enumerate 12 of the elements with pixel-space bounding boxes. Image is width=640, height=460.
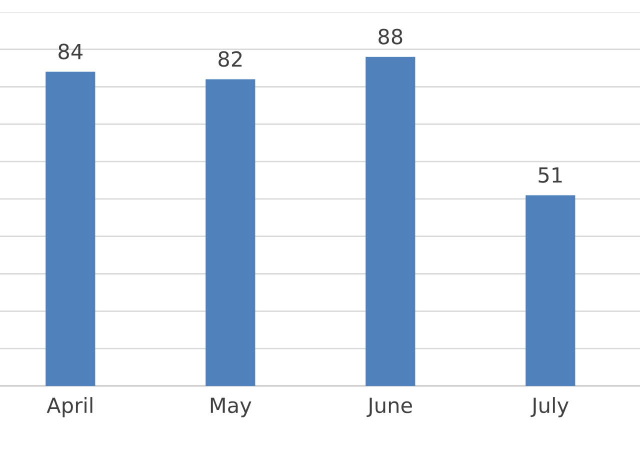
- data-label: 82: [218, 51, 242, 67]
- x-tick-label: June: [366, 398, 412, 418]
- bar: [366, 56, 416, 386]
- data-label: 51: [538, 167, 562, 183]
- x-tick-label: July: [530, 397, 569, 418]
- bar: [206, 79, 256, 386]
- x-tick-label: April: [46, 397, 92, 418]
- bar: [46, 72, 96, 386]
- x-tick-label: May: [210, 398, 252, 418]
- data-label: 88: [378, 28, 402, 44]
- bar: [526, 195, 576, 386]
- data-label: 84: [58, 44, 82, 60]
